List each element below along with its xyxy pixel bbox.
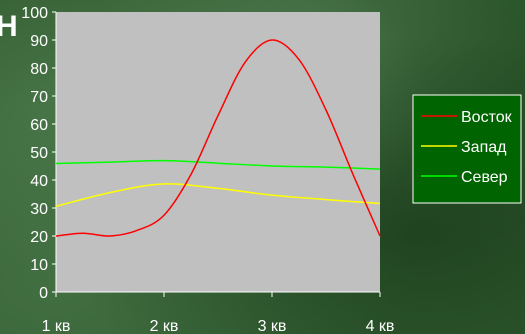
legend-label-1: Запад — [461, 139, 507, 156]
legend-box — [412, 94, 522, 204]
y-tick-label: 30 — [30, 201, 48, 218]
y-tick-label: 60 — [30, 117, 48, 134]
axes: 0 10 20 30 40 50 60 70 80 90 100 1 кв 2 кв 3 кв 4 кв — [21, 5, 394, 334]
y-tick-label: 80 — [30, 61, 48, 78]
legend: Восток Запад Север — [412, 94, 522, 204]
legend-label-2: Север — [461, 169, 508, 186]
x-tick-label: 1 кв — [42, 318, 71, 334]
legend-label-0: Восток — [461, 109, 513, 126]
x-tick-label: 4 кв — [366, 318, 395, 334]
series-line-2 — [55, 159, 381, 170]
y-tick-label: 0 — [39, 285, 48, 302]
y-tick-label: 70 — [30, 89, 48, 106]
y-tick-label: 10 — [30, 257, 48, 274]
y-tick-label: 90 — [30, 33, 48, 50]
y-tick-label: 50 — [30, 145, 48, 162]
y-tick-label: 100 — [21, 5, 48, 22]
y-tick-label: 40 — [30, 173, 48, 190]
series-line-0 — [55, 39, 381, 237]
corner-glyph: Н — [0, 10, 18, 43]
x-tick-label: 3 кв — [258, 318, 287, 334]
series-layer — [55, 39, 381, 237]
x-tick-label: 2 кв — [150, 318, 179, 334]
y-tick-label: 20 — [30, 229, 48, 246]
series-line-1 — [55, 183, 381, 208]
plot-area — [56, 12, 380, 292]
